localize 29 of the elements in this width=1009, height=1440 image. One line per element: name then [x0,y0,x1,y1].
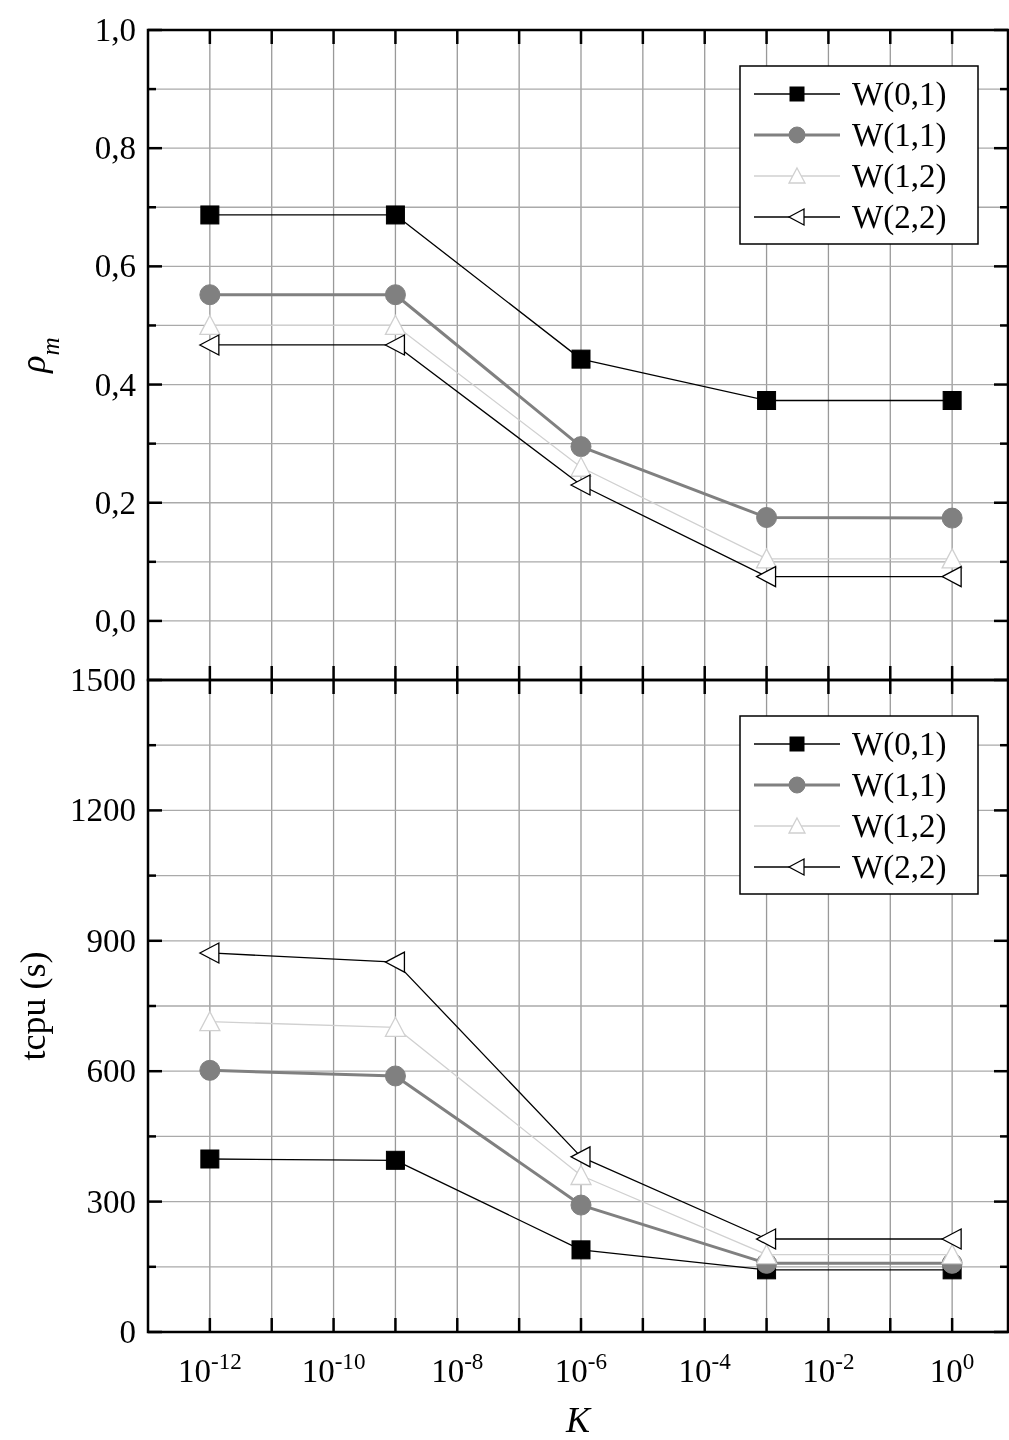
legend-label: W(1,1) [852,767,947,804]
legend-label: W(1,1) [852,117,947,154]
x-tick-label: 10$^{0}$ [929,1348,975,1389]
y-tick-label: 1200 [70,792,136,829]
y-tick-label: 0,2 [94,484,136,521]
y-tick-label: 0 [119,1314,136,1350]
x-axis-title: K [564,1400,592,1440]
legend-label: W(1,2) [852,158,947,195]
y-tick-label: 0,6 [94,248,136,285]
x-tick-label: 10$^{-12}$ [177,1348,242,1389]
y-tick-label: 0,8 [94,130,136,167]
y-tick-label: 1,0 [94,12,136,48]
legend-label: W(2,2) [852,849,947,886]
y-tick-label: 1500 [70,662,136,698]
legend-label: W(2,2) [852,199,947,236]
x-tick-label: 10$^{-6}$ [554,1348,608,1389]
y-tick-label: 0,4 [94,366,136,403]
x-tick-label: 10$^{-10}$ [301,1348,366,1389]
legend-label: W(0,1) [852,76,947,113]
legend-label: W(1,2) [852,808,947,845]
x-tick-label: 10$^{-2}$ [802,1348,855,1389]
y-tick-label: 0,0 [94,602,136,639]
legend-label: W(0,1) [852,726,947,763]
x-tick-label: 10$^{-8}$ [431,1348,484,1389]
x-tick-label: 10$^{-4}$ [678,1348,732,1389]
y-tick-label: 900 [86,922,136,959]
y-tick-label: 600 [86,1053,136,1090]
y-tick-label: 300 [86,1183,136,1220]
y-axis-title: tcpu (s) [13,951,53,1061]
